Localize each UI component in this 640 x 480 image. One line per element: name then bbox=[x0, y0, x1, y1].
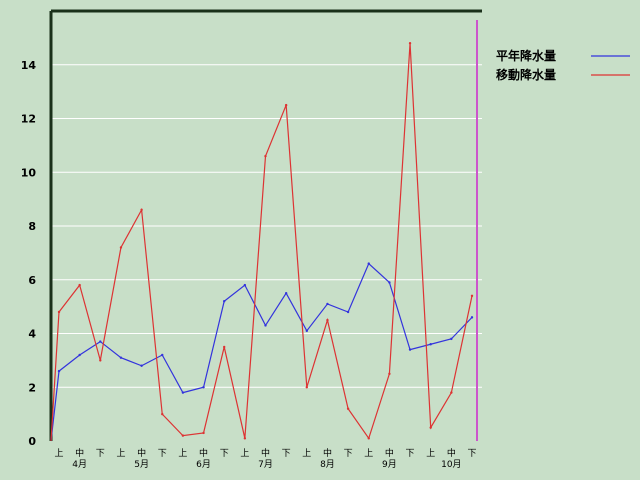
data-point bbox=[450, 337, 453, 341]
data-point bbox=[470, 294, 474, 298]
x-tick-label: 下 bbox=[96, 449, 105, 459]
data-point bbox=[264, 324, 267, 327]
data-point bbox=[140, 364, 143, 367]
x-month-label: 5月 bbox=[134, 459, 149, 470]
x-tick-label: 中 bbox=[137, 447, 146, 459]
data-point bbox=[119, 246, 123, 249]
x-tick-label: 上 bbox=[116, 448, 125, 459]
data-point bbox=[367, 437, 370, 440]
x-tick-label: 下 bbox=[220, 449, 229, 459]
data-point bbox=[305, 329, 308, 333]
data-point bbox=[346, 407, 350, 410]
data-point bbox=[223, 345, 226, 349]
x-month-label: 8月 bbox=[320, 459, 335, 470]
y-tick-label: 12 bbox=[21, 113, 36, 126]
data-point bbox=[367, 262, 370, 265]
data-point bbox=[429, 426, 432, 429]
data-point bbox=[305, 386, 308, 389]
y-tick-label: 6 bbox=[28, 274, 36, 287]
data-point bbox=[161, 353, 164, 357]
data-point bbox=[78, 283, 81, 287]
data-point bbox=[202, 386, 205, 389]
data-point bbox=[181, 391, 185, 394]
legend-label: 平年降水量 bbox=[496, 48, 556, 63]
series-lines bbox=[50, 42, 474, 442]
data-point bbox=[57, 369, 61, 373]
data-point bbox=[408, 42, 412, 45]
x-tick-label: 中 bbox=[385, 447, 394, 459]
data-point bbox=[429, 343, 432, 346]
data-point bbox=[78, 353, 81, 357]
x-tick-label: 下 bbox=[158, 449, 167, 459]
y-tick-label: 2 bbox=[28, 381, 36, 394]
data-point bbox=[284, 103, 288, 107]
data-point bbox=[388, 372, 391, 376]
x-tick-label: 上 bbox=[54, 448, 63, 459]
x-axis-ticks: 上 中 下 上 中 下 上 中 下 上 中 下 上 中 下 上 中 下 上 中 下 4月 5月 6月 7月 8月 9月 10月 bbox=[54, 447, 476, 470]
data-point bbox=[408, 348, 412, 351]
x-tick-label: 下 bbox=[282, 449, 291, 459]
x-tick-label: 上 bbox=[240, 448, 249, 459]
data-point bbox=[140, 208, 143, 212]
x-month-label: 10月 bbox=[441, 459, 461, 470]
data-point bbox=[450, 391, 453, 394]
data-point bbox=[470, 316, 474, 319]
x-month-label: 6月 bbox=[196, 459, 211, 470]
y-tick-label: 8 bbox=[28, 220, 36, 233]
data-point bbox=[346, 310, 350, 314]
grid-lines bbox=[51, 64, 482, 388]
x-tick-label: 上 bbox=[302, 448, 311, 459]
data-point bbox=[243, 283, 247, 287]
data-point bbox=[264, 154, 267, 158]
data-point bbox=[119, 356, 123, 359]
data-point bbox=[284, 291, 288, 295]
x-tick-label: 上 bbox=[178, 448, 187, 459]
data-point bbox=[326, 318, 329, 322]
x-tick-label: 中 bbox=[199, 447, 208, 459]
data-point bbox=[57, 310, 61, 314]
x-tick-label: 中 bbox=[323, 447, 332, 459]
x-tick-label: 上 bbox=[426, 448, 435, 459]
data-point bbox=[326, 302, 329, 306]
x-tick-label: 下 bbox=[406, 449, 415, 459]
x-month-label: 4月 bbox=[72, 459, 87, 470]
legend-label: 移動降水量 bbox=[496, 67, 556, 82]
data-point bbox=[99, 359, 102, 362]
data-point bbox=[223, 300, 226, 303]
data-point bbox=[161, 412, 164, 416]
x-month-label: 7月 bbox=[258, 459, 273, 470]
x-month-label: 9月 bbox=[382, 459, 397, 470]
y-tick-label: 0 bbox=[28, 435, 36, 448]
data-point bbox=[99, 340, 102, 343]
data-point bbox=[243, 437, 247, 440]
data-point bbox=[202, 431, 205, 435]
y-tick-label: 14 bbox=[21, 59, 37, 72]
x-tick-label: 中 bbox=[75, 447, 84, 459]
x-tick-label: 下 bbox=[467, 449, 476, 459]
x-tick-label: 中 bbox=[447, 447, 456, 459]
x-tick-label: 上 bbox=[364, 448, 373, 459]
data-point bbox=[181, 434, 185, 437]
y-tick-label: 4 bbox=[28, 328, 36, 341]
x-tick-label: 下 bbox=[344, 449, 353, 459]
series-line-1 bbox=[50, 43, 473, 442]
data-point bbox=[388, 281, 391, 284]
x-tick-label: 中 bbox=[261, 447, 270, 459]
y-axis-ticks: 0 2 4 6 8 10 12 14 bbox=[21, 59, 37, 448]
y-tick-label: 10 bbox=[21, 166, 37, 179]
